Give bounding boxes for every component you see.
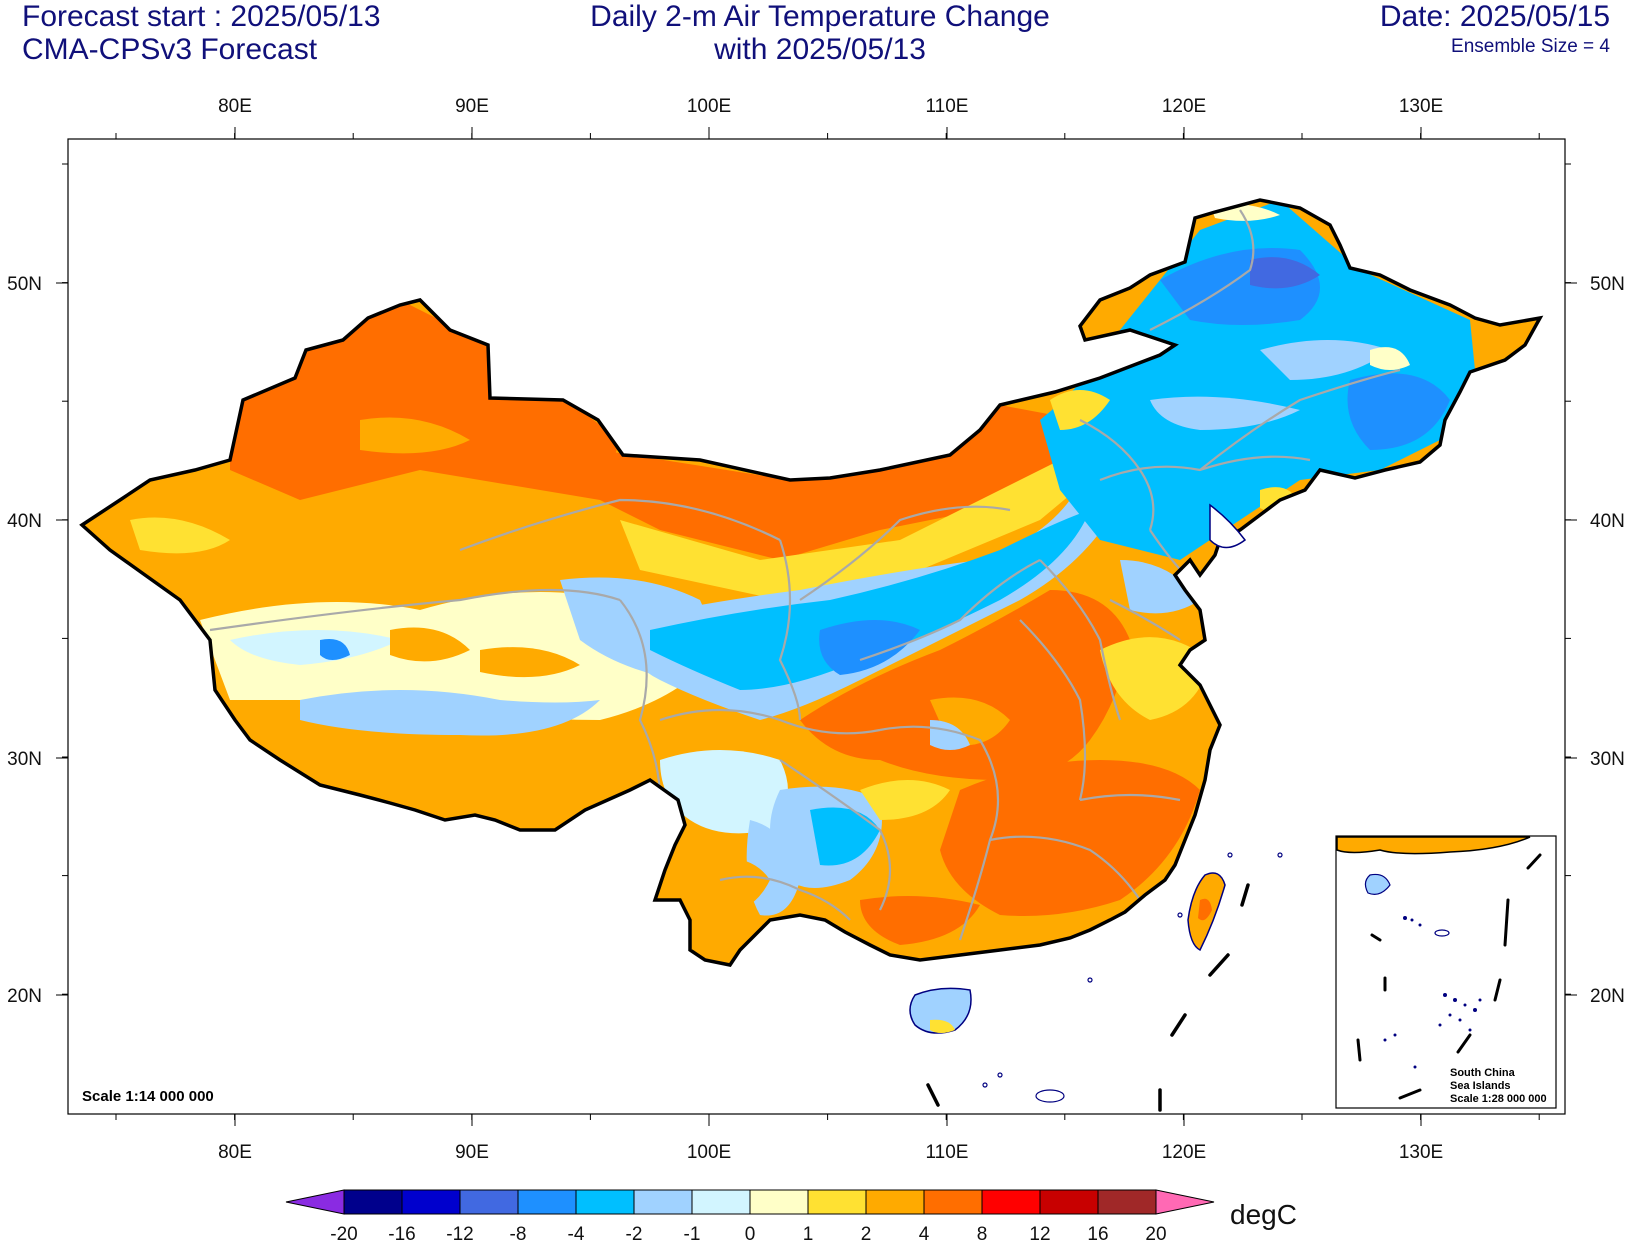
colorbar-swatch bbox=[401, 1189, 461, 1215]
colorbar-swatch bbox=[517, 1189, 577, 1215]
lat-label-right: 40N bbox=[1590, 511, 1625, 532]
colorbar-swatch bbox=[1097, 1189, 1157, 1215]
ensemble-size-label: Ensemble Size = 4 bbox=[1451, 36, 1610, 57]
colorbar-swatch bbox=[459, 1189, 519, 1215]
lat-label-right: 30N bbox=[1590, 749, 1625, 770]
colorbar-swatch bbox=[575, 1189, 635, 1215]
lon-label-top: 100E bbox=[687, 96, 731, 117]
colorbar-label: -2 bbox=[626, 1224, 643, 1241]
colorbar-label: 12 bbox=[1029, 1224, 1050, 1241]
lat-label-left: 50N bbox=[7, 274, 42, 295]
lat-label-left: 20N bbox=[7, 986, 42, 1007]
colorbar-swatch bbox=[1039, 1189, 1099, 1215]
inset-title-line1: South China bbox=[1450, 1067, 1516, 1079]
map-title-line2: with 2025/05/13 bbox=[714, 33, 926, 66]
lon-label-bottom: 90E bbox=[455, 1142, 489, 1163]
colorbar-swatch bbox=[691, 1189, 751, 1215]
bohai-bay bbox=[1209, 503, 1247, 549]
lon-label-top: 90E bbox=[455, 96, 489, 117]
colorbar-high-arrow bbox=[1155, 1189, 1215, 1215]
lon-label-bottom: 80E bbox=[218, 1142, 252, 1163]
lon-label-bottom: 110E bbox=[926, 1142, 969, 1163]
colorbar-swatch bbox=[749, 1189, 809, 1215]
colorbar-swatch bbox=[981, 1189, 1041, 1215]
model-label: CMA-CPSv3 Forecast bbox=[22, 33, 318, 66]
colorbar-label: -4 bbox=[568, 1224, 585, 1241]
colorbar-label: -1 bbox=[684, 1224, 701, 1241]
colorbar-label: 1 bbox=[803, 1224, 814, 1241]
maritime-boundary-dashes bbox=[926, 883, 1250, 1112]
colorbar-swatch bbox=[343, 1189, 403, 1215]
colorbar-label: 20 bbox=[1145, 1224, 1166, 1241]
lat-label-right: 50N bbox=[1590, 274, 1625, 295]
colorbar-label: 0 bbox=[745, 1224, 756, 1241]
forecast-start-label: Forecast start : 2025/05/13 bbox=[22, 0, 381, 33]
lat-label-left: 40N bbox=[7, 511, 42, 532]
colorbar-unit: degC bbox=[1230, 1199, 1297, 1230]
lon-label-top: 80E bbox=[218, 96, 252, 117]
axis-ticks bbox=[56, 127, 1577, 1126]
colorbar: -20 -16 -12 -8 -4 -2 -1 0 1 2 4 8 12 16 20 bbox=[285, 1189, 1215, 1241]
south-china-sea-inset: South China Sea Islands Scale 1:28 000 0… bbox=[1335, 835, 1557, 1109]
lon-label-bottom: 130E bbox=[1399, 1142, 1443, 1163]
colorbar-swatch bbox=[633, 1189, 693, 1215]
colorbar-label: 4 bbox=[919, 1224, 930, 1241]
lon-label-top: 120E bbox=[1162, 96, 1206, 117]
lon-label-top: 130E bbox=[1399, 96, 1443, 117]
lon-label-top: 110E bbox=[926, 96, 969, 117]
province-borders bbox=[209, 209, 1401, 941]
lon-label-bottom: 100E bbox=[687, 1142, 731, 1163]
small-islands bbox=[982, 852, 1283, 1103]
map-title-line1: Daily 2-m Air Temperature Change bbox=[590, 0, 1050, 33]
lat-label-left: 30N bbox=[7, 749, 42, 770]
colorbar-low-arrow bbox=[285, 1189, 345, 1215]
colorbar-label: 2 bbox=[861, 1224, 872, 1241]
lon-label-bottom: 120E bbox=[1162, 1142, 1206, 1163]
inset-title-line2: Sea Islands bbox=[1450, 1080, 1511, 1092]
colorbar-label: 16 bbox=[1087, 1224, 1108, 1241]
colorbar-swatch bbox=[923, 1189, 983, 1215]
colorbar-label: 8 bbox=[977, 1224, 988, 1241]
colorbar-label: -8 bbox=[510, 1224, 527, 1241]
axis-tick-labels: 80E 80E 90E 90E 100E 100E 110E 110E 120E 120E 130E… bbox=[7, 96, 1625, 1163]
main-map-scale: Scale 1:14 000 000 bbox=[82, 1088, 214, 1105]
inset-scale: Scale 1:28 000 000 bbox=[1450, 1093, 1547, 1105]
colorbar-label: -16 bbox=[388, 1224, 415, 1241]
valid-date-label: Date: 2025/05/15 bbox=[1379, 0, 1610, 33]
lat-label-right: 20N bbox=[1590, 986, 1625, 1007]
colorbar-label: -20 bbox=[330, 1224, 357, 1241]
colorbar-swatch bbox=[807, 1189, 867, 1215]
colorbar-label: -12 bbox=[446, 1224, 473, 1241]
colorbar-swatch bbox=[865, 1189, 925, 1215]
